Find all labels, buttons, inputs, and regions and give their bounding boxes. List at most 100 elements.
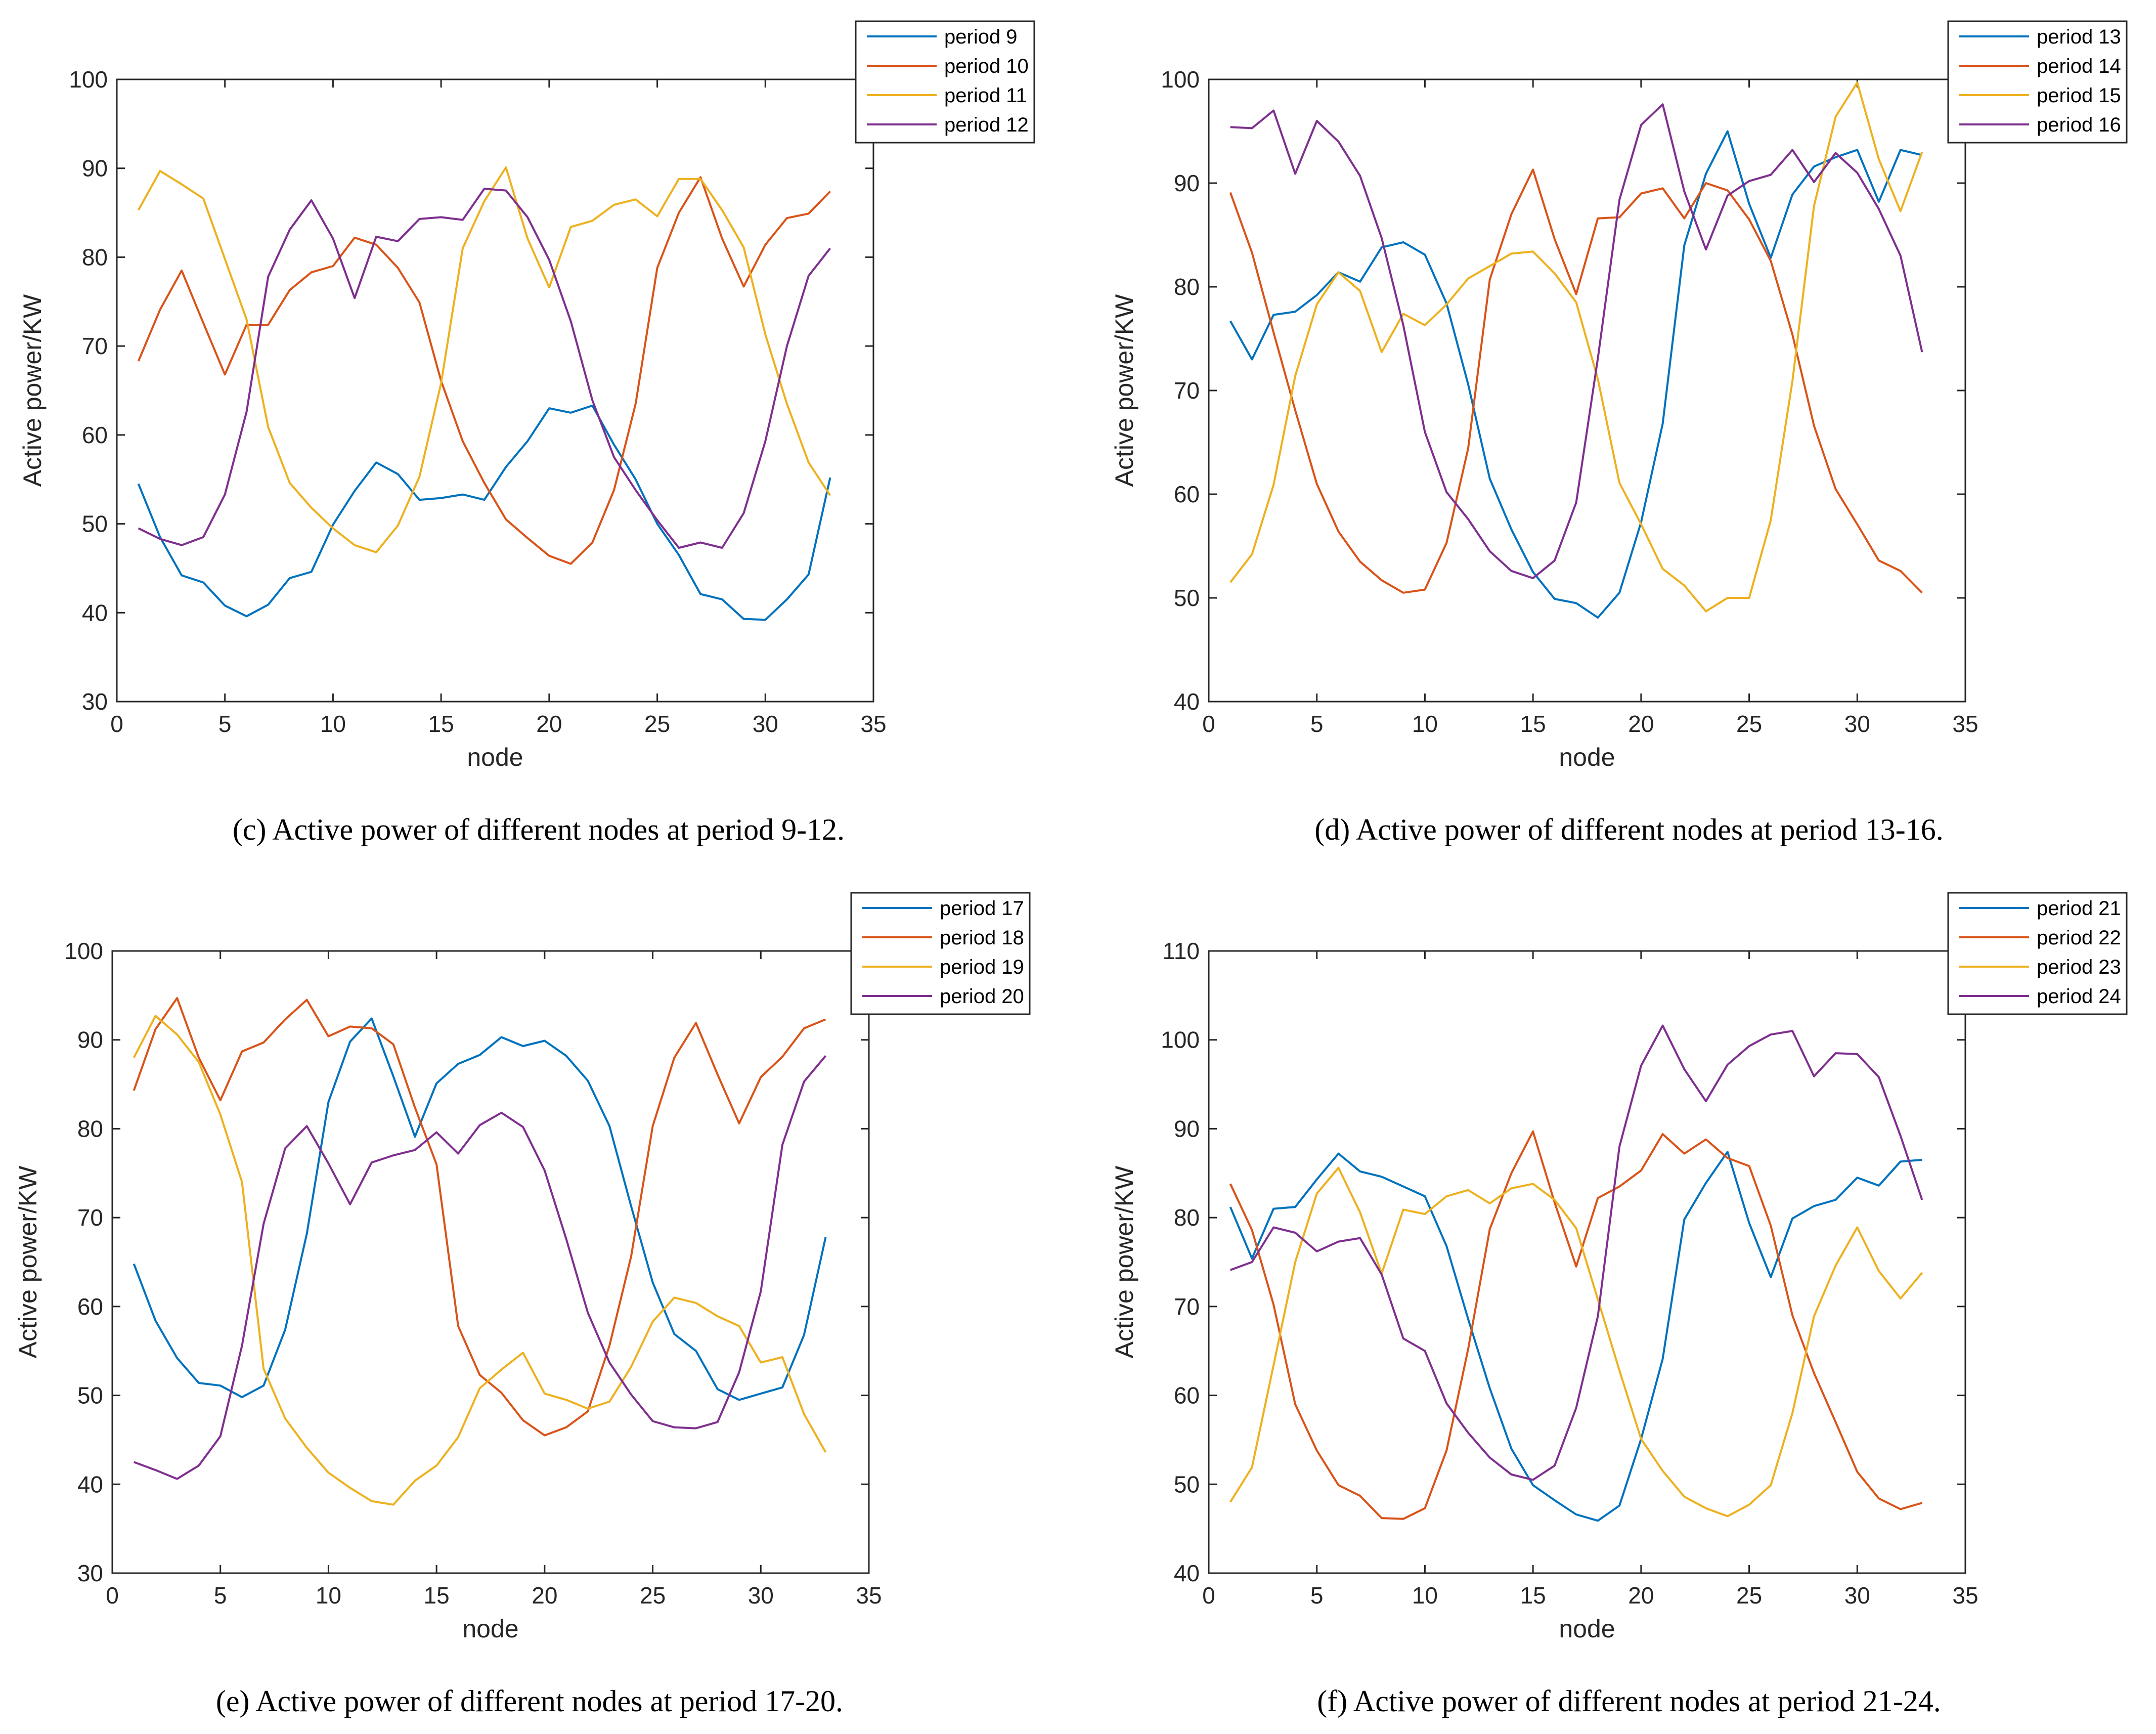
x-tick-label: 35 <box>1952 711 1978 737</box>
y-tick-label: 90 <box>82 155 108 182</box>
x-tick-label: 5 <box>1310 711 1324 737</box>
x-axis-label: node <box>1559 1615 1615 1643</box>
y-axis-label: Active power/KW <box>1110 1165 1138 1358</box>
x-tick-label: 5 <box>1310 1582 1324 1609</box>
y-tick-label: 110 <box>1163 938 1200 964</box>
y-tick-label: 80 <box>1174 1204 1200 1231</box>
y-tick-label: 90 <box>1174 1115 1200 1142</box>
y-tick-label: 30 <box>82 688 108 715</box>
x-tick-label: 0 <box>106 1582 119 1609</box>
x-tick-label: 20 <box>532 1582 557 1609</box>
x-tick-label: 30 <box>748 1582 774 1609</box>
y-tick-label: 60 <box>82 422 108 448</box>
y-tick-label: 70 <box>1174 377 1200 404</box>
x-tick-label: 0 <box>1202 1582 1215 1609</box>
y-tick-label: 70 <box>1174 1293 1200 1320</box>
legend-entry: period 18 <box>940 927 1024 949</box>
panel-f: 0 5 10 15 20 25 30 35 40 50 60 70 80 90 100 110 node Acti… <box>1110 892 2128 1718</box>
y-tick-label: 60 <box>1174 481 1200 507</box>
x-axis-label: node <box>467 743 523 771</box>
legend-box <box>850 892 1031 1015</box>
legend-entry: period 9 <box>944 26 1018 48</box>
y-tick-label: 90 <box>1174 170 1200 196</box>
y-tick-label: 70 <box>82 333 108 359</box>
y-tick-label: 50 <box>1174 1471 1200 1497</box>
x-tick-label: 10 <box>320 711 346 737</box>
plot-area <box>111 950 870 1574</box>
x-tick-label: 20 <box>1628 711 1654 737</box>
legend-entry: period 21 <box>2037 897 2121 920</box>
x-tick-label: 5 <box>214 1582 227 1609</box>
x-axis-label: node <box>1559 743 1615 771</box>
legend-entry: period 11 <box>944 84 1027 107</box>
x-tick-label: 35 <box>860 711 886 737</box>
legend-box <box>855 20 1035 144</box>
panel-d: 0 5 10 15 20 25 30 35 40 50 60 70 80 90 100 node Active … <box>1110 20 2128 846</box>
legend-entry: period 10 <box>944 55 1029 77</box>
y-tick-label: 60 <box>1174 1382 1200 1409</box>
y-tick-label: 100 <box>1161 66 1200 93</box>
x-tick-label: 20 <box>1628 1582 1654 1609</box>
y-tick-label: 70 <box>77 1204 103 1231</box>
panel-e: 0 5 10 15 20 25 30 35 30 40 50 60 70 80 90 100 node Activ… <box>14 892 1031 1718</box>
plot-area <box>1208 78 1966 703</box>
x-tick-label: 30 <box>1844 711 1870 737</box>
y-tick-label: 80 <box>77 1115 103 1142</box>
y-tick-label: 100 <box>64 938 103 964</box>
x-tick-label: 10 <box>1412 1582 1438 1609</box>
y-tick-label: 80 <box>1174 274 1200 300</box>
x-tick-label: 0 <box>110 711 123 737</box>
x-tick-label: 30 <box>753 711 778 737</box>
y-tick-label: 80 <box>82 244 108 270</box>
legend-entry: period 24 <box>2037 985 2121 1008</box>
x-tick-label: 25 <box>1736 711 1762 737</box>
x-tick-label: 15 <box>428 711 454 737</box>
y-tick-label: 100 <box>69 66 108 93</box>
y-axis-label: Active power/KW <box>14 1165 42 1358</box>
x-tick-label: 15 <box>1520 711 1546 737</box>
x-tick-label: 10 <box>316 1582 341 1609</box>
y-tick-label: 40 <box>77 1471 103 1497</box>
legend-entry: period 16 <box>2037 114 2121 136</box>
x-tick-label: 0 <box>1202 711 1215 737</box>
legend-entry: period 13 <box>2037 26 2121 48</box>
figure-caption: (e) Active power of different nodes at p… <box>216 1684 843 1718</box>
y-axis-label: Active power/KW <box>18 294 47 487</box>
y-tick-label: 50 <box>82 511 108 537</box>
y-tick-label: 40 <box>1174 1560 1200 1586</box>
y-tick-label: 50 <box>1174 585 1200 611</box>
x-tick-label: 10 <box>1412 711 1438 737</box>
y-tick-label: 100 <box>1161 1027 1200 1053</box>
y-tick-label: 40 <box>82 599 108 626</box>
x-tick-label: 35 <box>856 1582 882 1609</box>
x-tick-label: 30 <box>1844 1582 1870 1609</box>
legend-entry: period 23 <box>2037 956 2121 978</box>
x-axis-label: node <box>462 1615 518 1643</box>
figure-caption: (d) Active power of different nodes at p… <box>1314 813 1944 846</box>
y-tick-label: 40 <box>1174 688 1200 715</box>
x-tick-label: 25 <box>1736 1582 1762 1609</box>
y-axis-label: Active power/KW <box>1110 294 1138 487</box>
legend-entry: period 14 <box>2037 55 2121 77</box>
x-tick-label: 15 <box>424 1582 450 1609</box>
x-tick-label: 20 <box>536 711 562 737</box>
x-tick-label: 25 <box>640 1582 666 1609</box>
x-tick-label: 15 <box>1520 1582 1546 1609</box>
legend-entry: period 12 <box>944 114 1029 136</box>
figure-caption: (f) Active power of different nodes at p… <box>1317 1684 1941 1718</box>
legend-entry: period 19 <box>940 956 1024 978</box>
x-tick-label: 25 <box>644 711 670 737</box>
y-tick-label: 60 <box>77 1293 103 1320</box>
figure-caption: (c) Active power of different nodes at p… <box>233 813 845 846</box>
x-tick-label: 35 <box>1952 1582 1978 1609</box>
legend-box <box>1947 892 2128 1015</box>
panel-c: 0 5 10 15 20 25 30 35 30 40 50 60 70 80 90 100 node Activ… <box>18 20 1035 846</box>
x-tick-label: 5 <box>218 711 232 737</box>
legend-box <box>1947 20 2128 144</box>
legend-entry: period 15 <box>2037 84 2121 107</box>
y-tick-label: 50 <box>77 1382 103 1409</box>
legend-entry: period 22 <box>2037 927 2121 949</box>
legend-entry: period 17 <box>940 897 1024 920</box>
y-tick-label: 90 <box>77 1027 103 1053</box>
